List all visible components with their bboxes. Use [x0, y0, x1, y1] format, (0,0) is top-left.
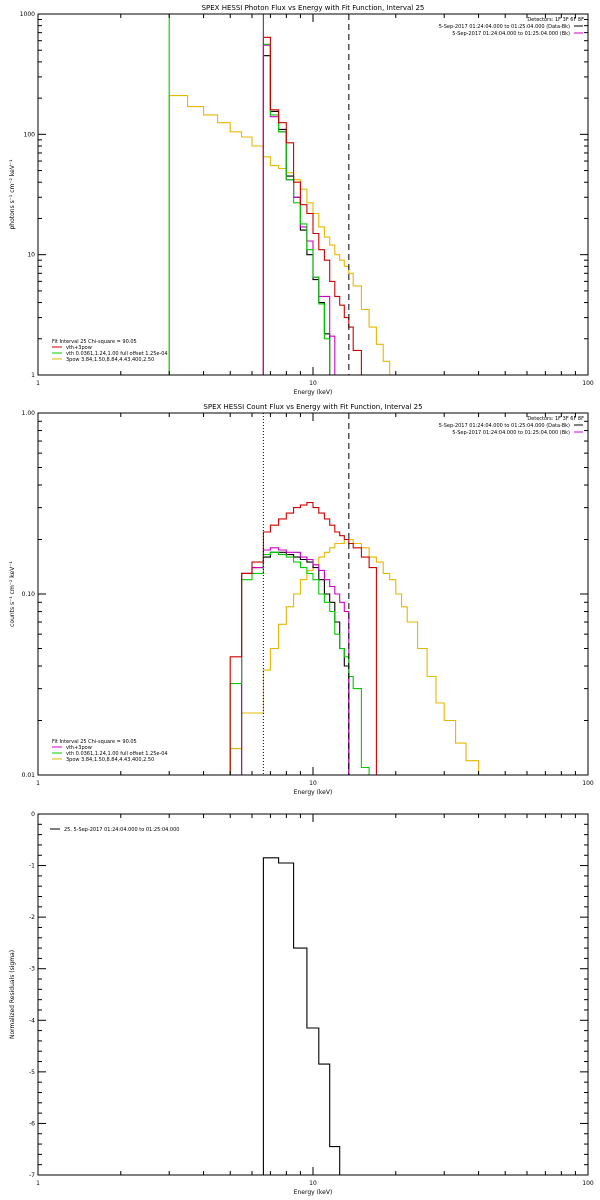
- chart-title: SPEX HESSI Photon Flux vs Energy with Fi…: [202, 4, 425, 12]
- y-tick-label: -6: [29, 1120, 35, 1127]
- legend-label: 3pow 3.84,1.50,8.84,4.43,400,2.50: [66, 757, 154, 763]
- chart-panel-1: 1 10 100 1 10 100 1000 SPEX HESSI Photon Flux v…: [9, 4, 594, 396]
- legend-label: vth 0.0361,1.24,1.00 full offset 1.25e-0…: [66, 751, 168, 757]
- x-axis-label: Energy (keV): [294, 389, 333, 396]
- y-axis-label: Normalized Residuals (sigma): [9, 950, 16, 1039]
- x-ticks: 1 10 100: [36, 814, 594, 1187]
- header-text-3: 5-Sep-2017 01:24:04.000 to 01:25:04.000 …: [452, 31, 570, 37]
- x-tick-label: 1: [36, 780, 40, 787]
- legend: 25. 5-Sep-2017 01:24:04.000 to 01:25:04.…: [50, 827, 179, 833]
- header-text-2: 5-Sep-2017 01:24:04.000 to 01:25:04.000 …: [439, 423, 570, 429]
- y-tick-label: 0.10: [22, 591, 36, 598]
- y-tick-label: -5: [29, 1069, 35, 1076]
- legend-title: Fit Interval 25 Chi-square = 90.05: [52, 739, 137, 745]
- x-tick-label: 10: [309, 1180, 317, 1187]
- x-tick-label: 10: [309, 380, 317, 387]
- y-ticks: 1 10 100 1000: [20, 11, 588, 379]
- plot-frame: [37, 412, 589, 776]
- y-tick-label: -1: [29, 863, 35, 870]
- y-ticks: 0 -1 -2 -3 -4 -5 -6 -7: [29, 811, 588, 1179]
- x-ticks: 1 10 100: [36, 413, 594, 787]
- y-tick-label: -3: [29, 966, 35, 973]
- legend-label: vth 0.0361,1.24,1.00 full offset 1.25e-0…: [66, 351, 168, 357]
- series-line-2: [262, 55, 336, 375]
- x-tick-label: 1: [36, 1180, 40, 1187]
- series-group: [229, 502, 480, 775]
- header-text-1: Detectors: 1F 3F 6F 8F: [527, 17, 584, 23]
- series-line-5: [229, 502, 377, 775]
- y-tick-label: -7: [29, 1172, 35, 1179]
- y-tick-label: 1: [31, 372, 35, 379]
- series-line-1: [229, 538, 480, 775]
- y-axis-label: photons s⁻¹ cm⁻² keV⁻¹: [9, 159, 16, 230]
- y-axis-label: counts s⁻¹ cm⁻² keV⁻¹: [9, 561, 16, 627]
- legend-title: Fit Interval 25 Chi-square = 90.05: [52, 339, 137, 345]
- series-line-2: [241, 551, 350, 775]
- legend-label: 25. 5-Sep-2017 01:24:04.000 to 01:25:04.…: [64, 827, 179, 833]
- legend: Fit Interval 25 Chi-square = 90.05vth+3p…: [52, 739, 168, 763]
- series-line-5: [262, 36, 370, 375]
- legend-label: vth+3pow: [66, 745, 92, 751]
- y-tick-label: 100: [24, 131, 36, 138]
- header-text-1: Detectors: 1F 3F 6F 8F: [527, 416, 584, 422]
- y-tick-label: -4: [29, 1017, 35, 1024]
- y-tick-label: 1.00: [22, 410, 36, 417]
- legend: Fit Interval 25 Chi-square = 90.05vth+3p…: [52, 339, 168, 363]
- series-line-3: [262, 44, 341, 375]
- y-tick-label: 1000: [20, 11, 35, 18]
- header-text-2: 5-Sep-2017 01:24:04.000 to 01:25:04.000 …: [439, 24, 570, 30]
- y-ticks: 0.01 0.10 1.00: [22, 410, 588, 779]
- series-line-4: [168, 14, 336, 375]
- x-axis-label: Energy (keV): [294, 789, 333, 796]
- plot-frame: [37, 13, 589, 376]
- chart-panel-3: 1 10 100 0 -1 -2 -3 -4 -5 -6 -7 Energy (keV) Normali…: [9, 811, 594, 1196]
- series-line-1: [262, 857, 349, 1175]
- chart-panel-2: 1 10 100 0.01 0.10 1.00 SPEX HESSI Count Flux …: [9, 403, 594, 796]
- x-tick-label: 100: [582, 1180, 594, 1187]
- header-text-3: 5-Sep-2017 01:24:04.000 to 01:25:04.000 …: [452, 430, 570, 436]
- plot-frame: [37, 813, 589, 1176]
- x-tick-label: 100: [582, 780, 594, 787]
- x-tick-label: 1: [36, 380, 40, 387]
- series-group: [168, 14, 391, 375]
- x-tick-label: 10: [309, 780, 317, 787]
- legend-label: vth+3pow: [66, 345, 92, 351]
- series-line-1: [168, 95, 391, 375]
- legend-label: 3pow 3.84,1.50,8.84,4.43,400,2.50: [66, 357, 154, 363]
- series-group: [262, 857, 349, 1175]
- x-axis-label: Energy (keV): [294, 1189, 333, 1196]
- chart-title: SPEX HESSI Count Flux vs Energy with Fit…: [203, 403, 422, 411]
- x-tick-label: 100: [582, 380, 594, 387]
- x-ticks: 1 10 100: [36, 14, 594, 387]
- y-tick-label: -2: [29, 914, 35, 921]
- y-tick-label: 0.01: [22, 772, 36, 779]
- y-tick-label: 0: [31, 811, 35, 818]
- series-line-3: [241, 547, 350, 775]
- y-tick-label: 10: [27, 252, 35, 259]
